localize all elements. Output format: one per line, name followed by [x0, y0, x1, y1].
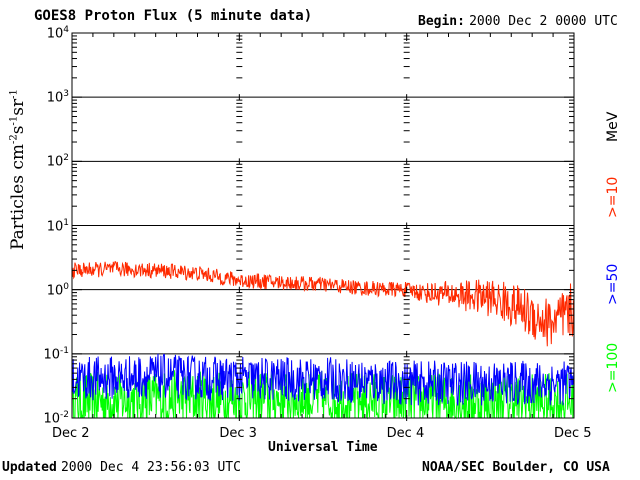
- chart-title: GOES8 Proton Flux (5 minute data): [34, 8, 313, 24]
- x-tick-label: Dec 5: [554, 426, 592, 441]
- begin-label: Begin:: [418, 14, 465, 29]
- y-tick-label: 10-2: [43, 410, 69, 427]
- updated-info: Updated 2000 Dec 4 23:56:03 UTC: [2, 460, 241, 475]
- legend-ge10: >=10: [605, 176, 621, 218]
- y-tick-label: 101: [46, 217, 69, 234]
- begin-info: Begin: 2000 Dec 2 0000 UTC: [418, 14, 618, 29]
- y-axis-label: Particles cm-2s-1sr-1: [8, 89, 28, 250]
- y-tick-label: 103: [46, 89, 69, 106]
- x-axis-label: Universal Time: [268, 440, 378, 455]
- x-tick-label: Dec 4: [386, 426, 425, 441]
- x-tick-label: Dec 3: [219, 426, 257, 441]
- x-tick-label: Dec 2: [52, 426, 90, 441]
- y-tick-label: 102: [46, 153, 69, 170]
- y-tick-label: 100: [46, 281, 69, 298]
- credit-text: NOAA/SEC Boulder, CO USA: [422, 460, 610, 475]
- updated-label: Updated: [2, 460, 57, 475]
- y-tick-label: 10-1: [43, 345, 69, 363]
- series-line-ge10: [71, 261, 575, 347]
- begin-value: 2000 Dec 2 0000 UTC: [469, 14, 618, 29]
- y-tick-label: 104: [46, 25, 69, 42]
- legend-ge50: >=50: [605, 263, 621, 305]
- legend-ge100: >=100: [605, 342, 621, 393]
- legend-unit: MeV: [605, 111, 621, 142]
- series-line-ge50: [71, 353, 575, 406]
- plot-frame: [71, 32, 575, 419]
- updated-value: 2000 Dec 4 23:56:03 UTC: [60, 460, 241, 475]
